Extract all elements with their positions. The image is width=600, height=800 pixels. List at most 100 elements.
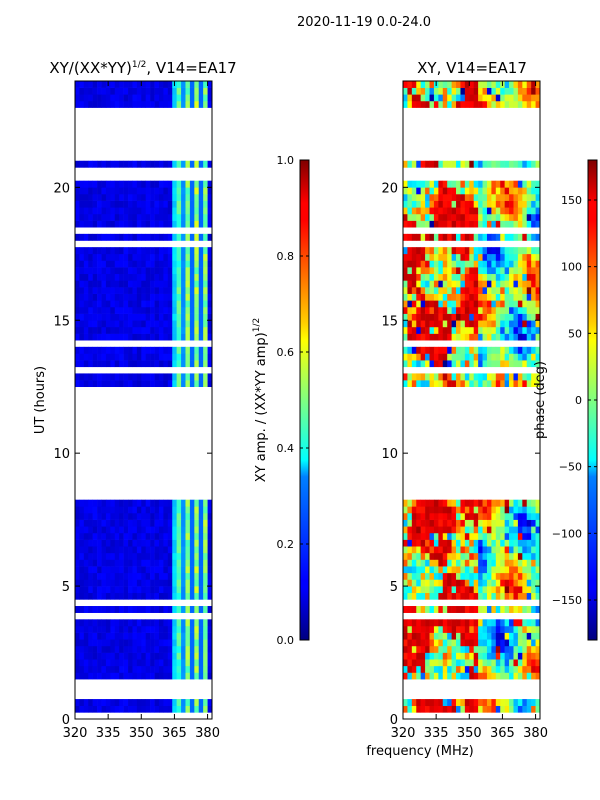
amplitude-heatmap-cell — [114, 320, 120, 328]
phase-heatmap-cell — [438, 539, 444, 547]
phase-heatmap-cell — [486, 665, 492, 673]
amplitude-heatmap-cell — [128, 665, 133, 673]
amplitude-heatmap-cell — [150, 380, 155, 388]
phase-heatmap-cell — [491, 652, 497, 660]
amplitude-heatmap-cell — [128, 652, 133, 660]
amplitude-heatmap-cell — [136, 512, 142, 520]
phase-heatmap-cell — [429, 333, 435, 341]
amplitude-heatmap-cell — [101, 539, 107, 547]
amplitude-heatmap-cell — [119, 526, 124, 534]
amplitude-heatmap-cell — [176, 592, 182, 600]
phase-heatmap-cell — [478, 606, 483, 613]
phase-heatmap-cell — [407, 572, 413, 580]
phase-heatmap-cell — [416, 220, 421, 228]
amplitude-x-ticks: 320 335 350 365 380 — [63, 81, 220, 741]
amplitude-heatmap-cell — [141, 280, 147, 288]
amplitude-heatmap-cell — [185, 94, 191, 102]
phase-heatmap-cell — [486, 346, 492, 354]
phase-heatmap-cell — [513, 253, 519, 261]
amplitude-heatmap-cell — [203, 247, 208, 255]
phase-heatmap-cell — [451, 360, 457, 368]
phase-heatmap-cell — [535, 207, 540, 215]
phase-heatmap-cell — [469, 639, 475, 647]
amplitude-heatmap-cell — [207, 632, 212, 640]
phase-heatmap-cell — [429, 81, 435, 88]
phase-heatmap-cell — [531, 665, 536, 673]
phase-heatmap-cell — [442, 213, 448, 221]
amplitude-heatmap-cell — [158, 645, 164, 653]
amplitude-heatmap-cell — [83, 705, 89, 713]
amplitude-heatmap-cell — [172, 273, 177, 281]
amplitude-heatmap-cell — [172, 100, 177, 108]
phase-heatmap-cell — [495, 592, 501, 600]
amplitude-heatmap-cell — [203, 187, 208, 195]
amplitude-heatmap-cell — [88, 200, 93, 208]
phase-heatmap-cell — [500, 705, 505, 713]
amplitude-heatmap-cell — [185, 253, 191, 261]
amplitude-heatmap-cell — [83, 346, 89, 354]
phase-heatmap-cell — [464, 94, 470, 102]
phase-heatmap-cell — [473, 81, 479, 88]
phase-heatmap-cell — [433, 287, 439, 294]
phase-heatmap-cell — [447, 546, 452, 554]
amplitude-heatmap-cell — [110, 287, 116, 294]
phase-heatmap-cell — [433, 220, 439, 228]
phase-heatmap-cell — [486, 260, 492, 268]
amplitude-heatmap-cell — [172, 87, 177, 95]
phase-heatmap-cell — [416, 546, 421, 554]
amplitude-heatmap-cell — [181, 207, 186, 215]
amplitude-heatmap-cell — [75, 566, 80, 574]
phase-heatmap-cell — [433, 652, 439, 660]
phase-heatmap-cell — [513, 380, 519, 388]
amplitude-heatmap-cell — [172, 672, 177, 680]
amplitude-heatmap-cell — [203, 360, 208, 368]
amplitude-heatmap-cell — [181, 532, 186, 540]
amplitude-heatmap-cell — [132, 586, 138, 594]
phase-heatmap-cell — [517, 187, 523, 195]
phase-heatmap-cell — [469, 606, 475, 613]
phase-heatmap-cell — [407, 659, 413, 667]
amplitude-heatmap-cell — [110, 353, 116, 361]
amplitude-heatmap-cell — [101, 326, 107, 334]
amplitude-heatmap-cell — [123, 566, 129, 574]
phase-heatmap-cell — [407, 220, 413, 228]
amplitude-heatmap-cell — [189, 233, 195, 241]
amplitude-heatmap-cell — [79, 326, 85, 334]
amplitude-x-tick-label: 365 — [162, 726, 187, 741]
amplitude-heatmap-cell — [167, 346, 173, 354]
phase-heatmap-cell — [411, 559, 417, 567]
amplitude-heatmap-cell — [194, 519, 200, 527]
phase-heatmap-cell — [429, 659, 435, 667]
phase-heatmap-cell — [509, 606, 514, 613]
phase-heatmap-cell — [464, 353, 470, 361]
amplitude-heatmap-cell — [136, 306, 142, 314]
amplitude-heatmap-cell — [167, 87, 173, 95]
phase-heatmap-cell — [522, 94, 528, 102]
phase-heatmap-cell — [464, 586, 470, 594]
phase-heatmap-cell — [411, 645, 417, 653]
amplitude-heatmap-cell — [79, 606, 85, 613]
amplitude-heatmap-cell — [123, 380, 129, 388]
amplitude-heatmap-cell — [194, 625, 200, 633]
phase-heatmap-cell — [464, 373, 470, 381]
amplitude-heatmap-cell — [185, 360, 191, 368]
amplitude-heatmap-cell — [101, 280, 107, 288]
phase-heatmap-cell — [513, 81, 519, 88]
phase-heatmap-cell — [447, 94, 452, 102]
phase-heatmap-cell — [495, 625, 501, 633]
amplitude-heatmap-cell — [145, 645, 151, 653]
phase-heatmap-cell — [478, 200, 483, 208]
amplitude-heatmap-cell — [132, 499, 138, 507]
phase-heatmap-cell — [460, 639, 466, 647]
amplitude-heatmap-cell — [150, 659, 155, 667]
phase-heatmap-cell — [504, 705, 510, 713]
amplitude-heatmap-cell — [88, 100, 93, 108]
amplitude-heatmap-cell — [136, 273, 142, 281]
phase-heatmap-cell — [491, 233, 497, 241]
amplitude-heatmap-cell — [154, 592, 160, 600]
amplitude-heatmap-cell — [167, 273, 173, 281]
amplitude-heatmap-cell — [150, 306, 155, 314]
amplitude-heatmap-cell — [198, 293, 204, 301]
phase-heatmap-cell — [451, 619, 457, 627]
phase-heatmap-cell — [425, 333, 430, 341]
